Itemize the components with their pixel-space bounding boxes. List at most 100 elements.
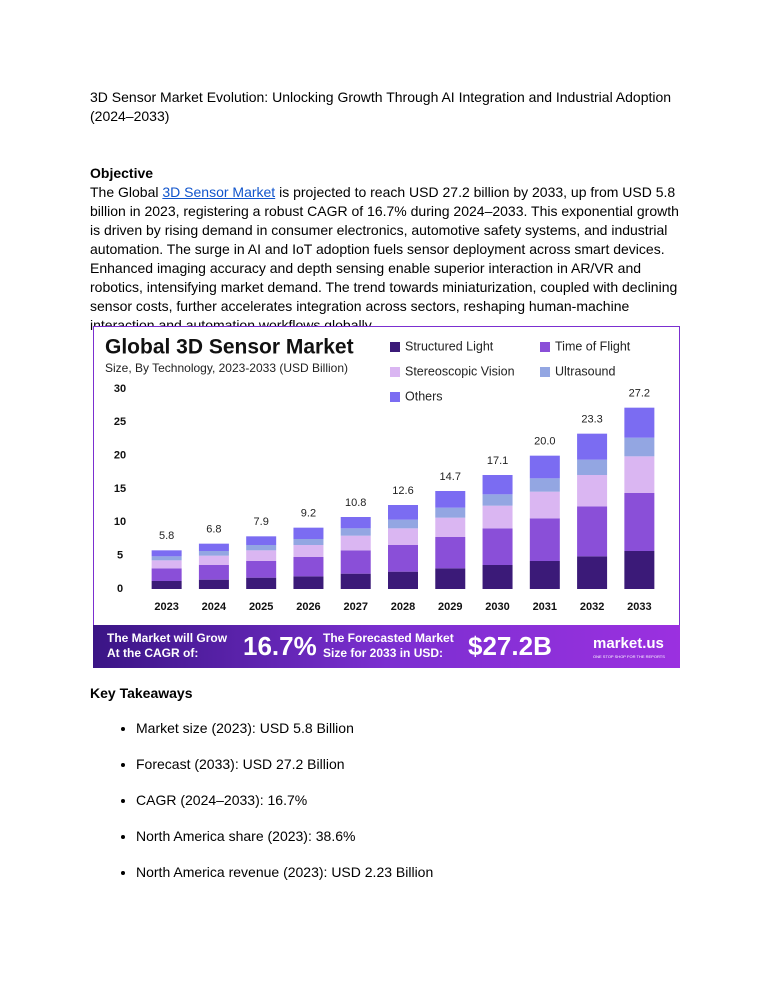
bar-segment [482, 565, 513, 589]
bar-segment [388, 528, 418, 545]
x-tick-label: 2026 [296, 601, 320, 613]
bar-segment [388, 545, 418, 572]
bar-segment [198, 543, 229, 551]
chart-title: Global 3D Sensor Market [105, 336, 354, 359]
bar-segment [198, 565, 229, 580]
x-tick-label: 2029 [438, 601, 462, 613]
bar-segment [482, 528, 513, 565]
bullet-item: North America share (2023): 38.6% [136, 827, 680, 846]
total-label: 7.9 [254, 516, 269, 528]
bar-segment [198, 551, 229, 556]
bar-segment [151, 568, 182, 581]
paragraph: The Global 3D Sensor Market is projected… [90, 183, 680, 335]
bar-segment [340, 573, 371, 589]
chart: Global 3D Sensor Market Size, By Technol… [92, 325, 681, 669]
bullet-item: North America revenue (2023): USD 2.23 B… [136, 863, 680, 882]
bar-segment [388, 571, 418, 589]
x-tick-label: 2024 [202, 601, 227, 613]
legend-swatch [390, 392, 400, 402]
y-tick-label: 25 [114, 416, 126, 428]
bar-segment [151, 550, 182, 557]
link[interactable]: 3D Sensor Market [162, 184, 276, 200]
bar-segment [529, 561, 560, 589]
bar-segment [246, 561, 277, 578]
y-tick-label: 20 [114, 450, 126, 462]
banner [93, 625, 680, 668]
bar-segment [151, 560, 182, 569]
bar-segment [482, 494, 513, 506]
legend-swatch [540, 367, 550, 377]
bar-segment [624, 407, 655, 438]
legend-label: Time of Flight [555, 339, 631, 353]
bar-segment [624, 456, 655, 493]
banner-value: $27.2B [468, 631, 552, 661]
total-label: 20.0 [534, 436, 555, 448]
bar-segment [293, 527, 324, 539]
bar-segment [246, 550, 277, 561]
brand: market.us [593, 635, 664, 652]
x-tick-label: 2030 [485, 601, 509, 613]
total-label: 14.7 [440, 471, 461, 483]
y-tick-label: 30 [114, 383, 126, 395]
x-tick-label: 2025 [249, 601, 273, 613]
bar-segment [577, 506, 608, 557]
bar-segment [151, 556, 182, 561]
bar-segment [529, 518, 560, 561]
bar-segment [293, 545, 324, 557]
banner-value: 16.7% [243, 631, 317, 661]
y-tick-label: 15 [114, 483, 126, 495]
total-label: 5.8 [159, 530, 174, 542]
document: 3D Sensor Market Evolution: Unlocking Gr… [90, 88, 680, 335]
bar-segment [246, 536, 277, 545]
bar-segment [482, 505, 513, 529]
x-tick-label: 2023 [154, 601, 178, 613]
x-tick-label: 2028 [391, 601, 415, 613]
bar-segment [198, 555, 229, 565]
chart-subtitle: Size, By Technology, 2023-2033 (USD Bill… [105, 361, 348, 375]
bullet-list: Market size (2023): USD 5.8 Billion Forec… [90, 719, 680, 882]
bar-segment [435, 537, 466, 569]
total-label: 10.8 [345, 497, 366, 509]
bar-segment [482, 475, 513, 495]
bar-segment [246, 577, 277, 589]
x-tick-label: 2027 [343, 601, 367, 613]
x-tick-label: 2031 [533, 601, 557, 613]
banner-text: The Forecasted Market [323, 631, 454, 645]
bar-segment [388, 519, 418, 529]
legend-label: Stereoscopic Vision [405, 364, 515, 378]
bar-segment [529, 491, 560, 519]
bullet-item: Forecast (2033): USD 27.2 Billion [136, 755, 680, 774]
bar-segment [435, 507, 466, 518]
bar-segment [435, 517, 466, 537]
bar-segment [577, 556, 608, 589]
section-heading: Key Takeaways [90, 685, 193, 701]
legend-label: Ultrasound [555, 364, 615, 378]
bar-segment [577, 433, 608, 460]
legend-swatch [540, 342, 550, 352]
total-label: 6.8 [206, 524, 221, 536]
total-label: 27.2 [629, 388, 650, 400]
x-tick-label: 2033 [627, 601, 651, 613]
bar-segment [577, 475, 608, 507]
bar-segment [624, 551, 655, 589]
y-tick-label: 10 [114, 516, 126, 528]
banner-text: At the CAGR of: [107, 646, 198, 660]
total-label: 12.6 [392, 485, 413, 497]
bar-segment [293, 576, 324, 589]
bar-segment [529, 455, 560, 479]
bar-segment [198, 579, 229, 589]
bullet-item: Market size (2023): USD 5.8 Billion [136, 719, 680, 738]
takeaways: Key Takeaways Market size (2023): USD 5.… [90, 685, 680, 899]
bar-segment [624, 493, 655, 551]
total-label: 9.2 [301, 508, 316, 520]
legend-label: Structured Light [405, 339, 494, 353]
bar-segment [529, 478, 560, 492]
y-tick-label: 0 [117, 583, 123, 595]
section-heading: Objective [90, 165, 154, 181]
bar-segment [624, 437, 655, 457]
legend-label: Others [405, 389, 443, 403]
doc-title: 3D Sensor Market Evolution: Unlocking Gr… [90, 89, 672, 124]
text: is projected to reach USD 27.2 billion b… [90, 184, 679, 333]
bullet-item: CAGR (2024–2033): 16.7% [136, 791, 680, 810]
